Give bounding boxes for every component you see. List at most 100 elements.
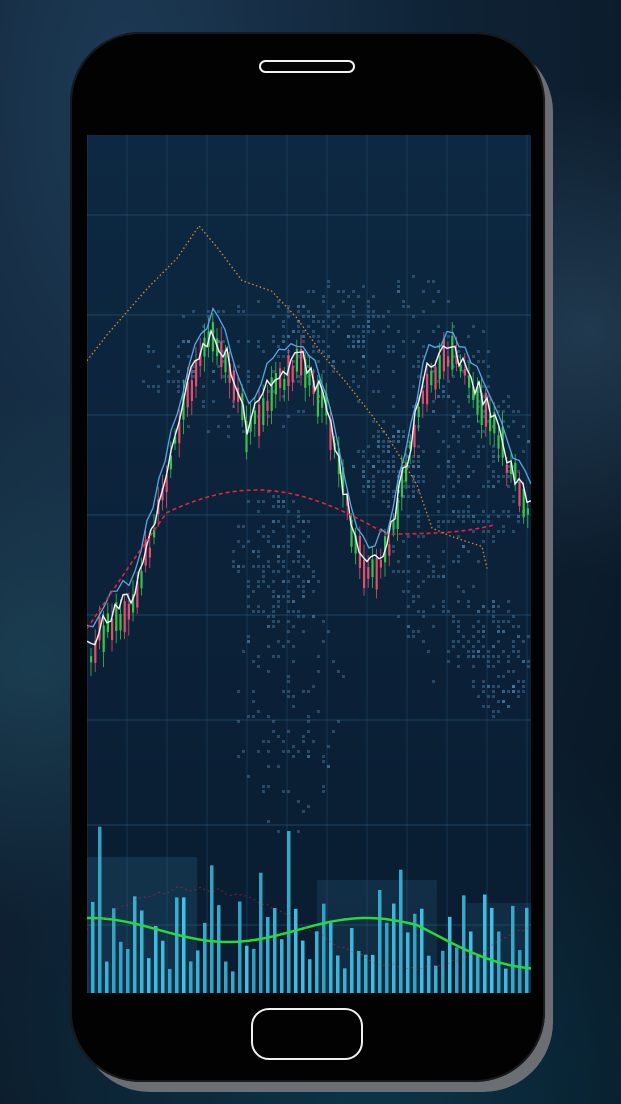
map-dot xyxy=(442,575,445,578)
map-dot xyxy=(247,580,250,583)
map-dot xyxy=(457,435,460,438)
map-dot xyxy=(442,495,445,498)
map-dot xyxy=(457,410,460,413)
map-dot xyxy=(302,630,305,633)
map-dot xyxy=(272,505,275,508)
map-dot xyxy=(492,690,495,693)
map-dot xyxy=(472,680,475,683)
volume-bar xyxy=(315,931,319,993)
candle-bullish xyxy=(459,364,462,372)
map-dot xyxy=(362,470,365,473)
indicator-lines xyxy=(87,224,531,646)
map-dot xyxy=(512,420,515,423)
map-dot xyxy=(377,470,380,473)
map-dot xyxy=(327,310,330,313)
map-dot xyxy=(282,395,285,398)
map-dot xyxy=(472,515,475,518)
map-dot xyxy=(192,310,195,313)
phone-screen xyxy=(87,135,531,993)
map-dot xyxy=(417,375,420,378)
map-dot xyxy=(187,425,190,428)
map-dot xyxy=(362,475,365,478)
candle-bullish xyxy=(472,386,475,401)
map-dot xyxy=(297,330,300,333)
map-dot xyxy=(222,375,225,378)
map-dot xyxy=(307,315,310,318)
map-dot xyxy=(492,475,495,478)
map-dot xyxy=(482,630,485,633)
map-dot xyxy=(337,720,340,723)
map-dot xyxy=(412,630,415,633)
home-button-icon[interactable] xyxy=(251,1008,363,1060)
map-dot xyxy=(437,395,440,398)
map-dot xyxy=(287,540,290,543)
map-dot xyxy=(292,560,295,563)
map-dot xyxy=(377,435,380,438)
map-dot xyxy=(467,465,470,468)
map-dot xyxy=(307,715,310,718)
volume-bar xyxy=(301,940,305,993)
map-dot xyxy=(382,460,385,463)
map-dot xyxy=(372,465,375,468)
map-dot xyxy=(452,560,455,563)
map-dot xyxy=(417,465,420,468)
map-dot xyxy=(467,360,470,363)
map-dot xyxy=(392,370,395,373)
map-dot xyxy=(517,515,520,518)
map-dot xyxy=(457,600,460,603)
map-dot xyxy=(452,615,455,618)
map-dot xyxy=(257,555,260,558)
map-dot xyxy=(427,555,430,558)
map-dot xyxy=(317,335,320,338)
volume-bar xyxy=(238,901,242,993)
candle-bullish xyxy=(304,359,307,388)
map-dot xyxy=(397,290,400,293)
map-dot xyxy=(257,300,260,303)
map-dot xyxy=(287,335,290,338)
map-dot xyxy=(322,325,325,328)
map-dot xyxy=(507,610,510,613)
map-dot xyxy=(457,515,460,518)
map-dot xyxy=(252,690,255,693)
map-dot xyxy=(182,340,185,343)
map-dot xyxy=(277,505,280,508)
map-dot xyxy=(382,480,385,483)
map-dot xyxy=(482,645,485,648)
map-dot xyxy=(367,325,370,328)
map-dot xyxy=(257,510,260,513)
map-dot xyxy=(397,280,400,283)
map-dot xyxy=(492,455,495,458)
map-dot xyxy=(282,750,285,753)
map-dot xyxy=(322,755,325,758)
map-dot xyxy=(397,615,400,618)
volume-bar xyxy=(203,922,207,993)
map-dot xyxy=(397,290,400,293)
map-dot xyxy=(257,585,260,588)
map-dot xyxy=(497,700,500,703)
map-dot xyxy=(427,650,430,653)
candle-bullish xyxy=(468,376,471,388)
map-dot xyxy=(502,410,505,413)
map-dot xyxy=(377,445,380,448)
map-dot xyxy=(442,390,445,393)
map-dot xyxy=(272,340,275,343)
map-dot xyxy=(222,360,225,363)
map-dot xyxy=(447,335,450,338)
map-dot xyxy=(302,555,305,558)
map-dot xyxy=(367,305,370,308)
map-dot xyxy=(367,480,370,483)
map-dot xyxy=(462,450,465,453)
map-dot xyxy=(422,615,425,618)
candle-bullish xyxy=(262,398,265,425)
map-dot xyxy=(462,645,465,648)
map-dot xyxy=(327,355,330,358)
map-dot xyxy=(217,425,220,428)
candle-bullish xyxy=(90,656,93,663)
candle-bearish xyxy=(148,547,151,558)
map-dot xyxy=(347,295,350,298)
candle-bullish xyxy=(510,463,513,475)
map-dot xyxy=(502,690,505,693)
map-dot xyxy=(272,370,275,373)
map-dot xyxy=(487,375,490,378)
map-dot xyxy=(397,480,400,483)
